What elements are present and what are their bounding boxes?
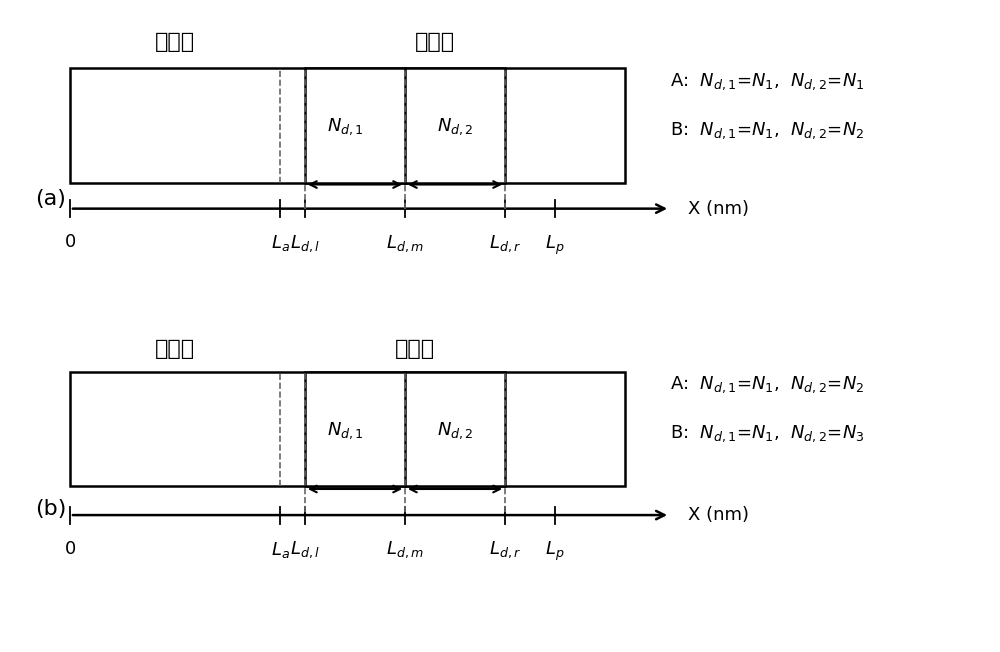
- Text: (a): (a): [35, 189, 66, 209]
- Text: 0: 0: [64, 540, 76, 558]
- Text: 有源区: 有源区: [155, 339, 195, 359]
- Text: A:  $N_{d,1}$=$N_1$,  $N_{d,2}$=$N_2$: A: $N_{d,1}$=$N_1$, $N_{d,2}$=$N_2$: [670, 374, 864, 395]
- Text: $L_{d,r}$: $L_{d,r}$: [489, 233, 521, 254]
- Text: $L_{d,r}$: $L_{d,r}$: [489, 540, 521, 561]
- Text: 有源区: 有源区: [155, 33, 195, 52]
- Bar: [305, 372, 505, 486]
- Text: $N_{d,1}$: $N_{d,1}$: [327, 420, 363, 441]
- Text: $N_{d,2}$: $N_{d,2}$: [437, 117, 473, 138]
- Text: $N_{d,2}$: $N_{d,2}$: [437, 420, 473, 441]
- Text: (b): (b): [35, 499, 66, 518]
- Text: X (nm): X (nm): [688, 200, 749, 218]
- Text: $L_{d,l}$: $L_{d,l}$: [290, 233, 320, 254]
- Text: $L_{d,l}$: $L_{d,l}$: [290, 540, 320, 561]
- Text: 0: 0: [64, 233, 76, 252]
- Text: B:  $N_{d,1}$=$N_1$,  $N_{d,2}$=$N_3$: B: $N_{d,1}$=$N_1$, $N_{d,2}$=$N_3$: [670, 423, 864, 444]
- Text: $L_{d,m}$: $L_{d,m}$: [386, 540, 424, 561]
- Text: $L_a$: $L_a$: [271, 540, 289, 560]
- Text: $L_p$: $L_p$: [545, 233, 565, 257]
- Text: $L_a$: $L_a$: [271, 233, 289, 254]
- Text: X (nm): X (nm): [688, 506, 749, 524]
- Text: B:  $N_{d,1}$=$N_1$,  $N_{d,2}$=$N_2$: B: $N_{d,1}$=$N_1$, $N_{d,2}$=$N_2$: [670, 120, 864, 141]
- Bar: [70, 68, 625, 183]
- Text: 注入区: 注入区: [395, 339, 435, 359]
- Text: $L_{d,m}$: $L_{d,m}$: [386, 233, 424, 254]
- Text: 注入区: 注入区: [415, 33, 455, 52]
- Text: $N_{d,1}$: $N_{d,1}$: [327, 117, 363, 138]
- Text: $L_p$: $L_p$: [545, 540, 565, 563]
- Bar: [305, 68, 505, 183]
- Bar: [70, 372, 625, 486]
- Text: A:  $N_{d,1}$=$N_1$,  $N_{d,2}$=$N_1$: A: $N_{d,1}$=$N_1$, $N_{d,2}$=$N_1$: [670, 71, 864, 92]
